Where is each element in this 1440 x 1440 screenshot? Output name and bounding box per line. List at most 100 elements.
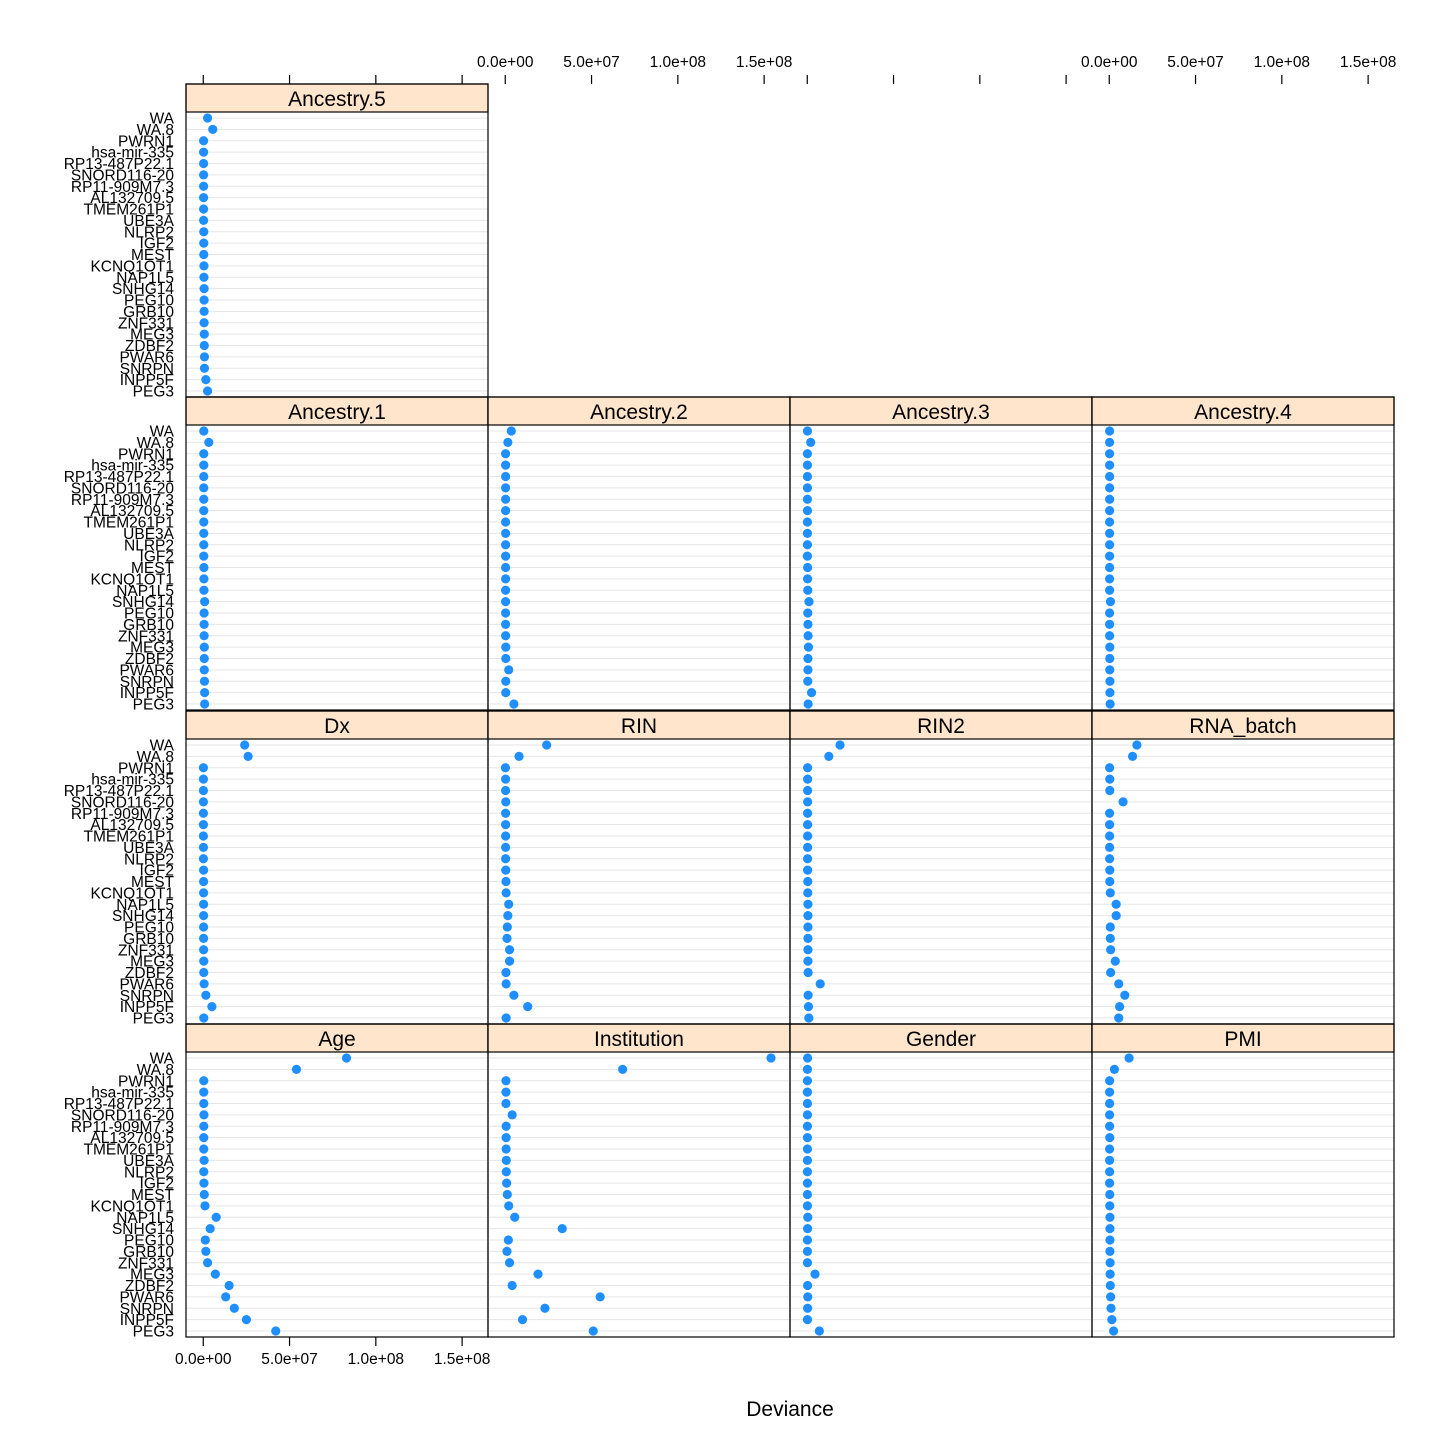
- gene-label: PWRN1: [118, 1073, 174, 1090]
- data-point: [211, 1212, 221, 1222]
- gene-label: PEG3: [133, 1324, 174, 1341]
- data-point: [199, 1133, 209, 1143]
- data-point: [199, 574, 209, 584]
- data-point: [199, 888, 209, 898]
- data-point: [501, 494, 511, 504]
- data-point: [504, 1258, 515, 1268]
- data-point: [501, 865, 511, 875]
- gene-label: PWRN1: [118, 446, 174, 463]
- data-point: [802, 1076, 813, 1086]
- data-point: [802, 460, 813, 470]
- data-point: [501, 540, 511, 550]
- data-point: [802, 1133, 813, 1143]
- data-point: [1108, 1326, 1119, 1336]
- data-point: [199, 227, 209, 237]
- data-point: [199, 562, 209, 573]
- panel-strip-label: Ancestry.1: [288, 401, 386, 424]
- panel: RIN2: [789, 710, 1093, 1025]
- gene-label: SNORD116-20: [71, 167, 174, 184]
- data-point: [509, 990, 519, 1000]
- panel-strip-label: RNA_batch: [1189, 715, 1296, 738]
- data-point: [502, 1246, 512, 1256]
- gene-label: PWAR6: [119, 662, 174, 679]
- panel: RNA_batch: [1091, 710, 1395, 1025]
- data-point: [803, 699, 813, 709]
- gene-label: PEG10: [124, 1233, 174, 1250]
- gene-label: WA: [150, 738, 175, 755]
- gene-label: NAP1L5: [116, 897, 174, 914]
- data-point: [199, 642, 209, 652]
- data-point: [1118, 797, 1128, 807]
- data-point: [1105, 888, 1115, 898]
- data-point: [199, 306, 209, 316]
- data-point: [802, 494, 813, 504]
- data-point: [1105, 1121, 1115, 1131]
- gene-label: PWRN1: [118, 760, 174, 777]
- data-point: [1105, 785, 1115, 796]
- data-point: [803, 1292, 813, 1302]
- data-point: [199, 204, 209, 214]
- data-point: [803, 562, 813, 573]
- data-point: [1132, 740, 1142, 750]
- data-point: [501, 967, 511, 978]
- gene-label: PWRN1: [118, 133, 174, 150]
- x-axis-title: Deviance: [746, 1398, 834, 1421]
- data-point: [501, 1098, 511, 1109]
- gene-label: MEST: [131, 1187, 175, 1204]
- data-point: [1105, 820, 1115, 830]
- data-point: [199, 460, 209, 470]
- data-point: [802, 1121, 813, 1131]
- data-point: [199, 528, 209, 538]
- data-point: [1105, 688, 1115, 698]
- data-point: [1105, 1144, 1115, 1154]
- gene-label: RP11-909M7.3: [71, 806, 174, 823]
- data-point: [199, 945, 209, 955]
- data-point: [501, 608, 511, 618]
- data-point: [501, 774, 511, 784]
- gene-label: PEG3: [133, 1011, 174, 1028]
- gene-label: PEG3: [133, 384, 174, 401]
- panel: PMI: [1091, 1023, 1395, 1338]
- data-point: [803, 631, 813, 641]
- data-point: [501, 506, 511, 516]
- data-point: [1105, 699, 1115, 709]
- data-point: [199, 619, 209, 629]
- data-point: [803, 820, 813, 830]
- data-point: [1105, 619, 1115, 629]
- gene-label: TMEM261P1: [84, 1142, 174, 1159]
- data-point: [803, 774, 813, 784]
- data-point: [1105, 922, 1115, 932]
- data-point: [802, 1178, 813, 1188]
- data-point: [802, 449, 813, 459]
- data-point: [806, 688, 817, 698]
- gene-label: MEST: [131, 247, 175, 264]
- gene-label: RP13-487P22.1: [64, 783, 174, 800]
- data-point: [229, 1303, 239, 1313]
- data-point: [199, 585, 209, 595]
- data-point: [803, 1002, 814, 1012]
- data-point: [803, 797, 813, 807]
- data-point: [501, 653, 511, 664]
- data-point: [1105, 642, 1115, 652]
- gene-label: UBE3A: [123, 1153, 174, 1170]
- data-point: [1105, 449, 1115, 459]
- data-point: [501, 676, 511, 686]
- data-point: [802, 1167, 813, 1177]
- data-point: [199, 483, 209, 493]
- panel-frame: [1091, 710, 1395, 1025]
- data-point: [210, 1269, 220, 1279]
- data-point: [803, 945, 813, 955]
- gene-label: MEG3: [130, 327, 174, 344]
- data-point: [199, 471, 209, 482]
- gene-label: IGF2: [140, 549, 174, 566]
- data-point: [509, 699, 519, 709]
- gene-label: SNRPN: [120, 361, 174, 378]
- gene-label: GRB10: [123, 931, 174, 948]
- data-point: [803, 888, 813, 898]
- x-axis-ticks: [202, 75, 463, 84]
- data-point: [199, 506, 209, 516]
- gene-label: hsa-mir-335: [91, 772, 174, 789]
- data-point: [503, 1235, 513, 1245]
- data-point: [802, 551, 813, 561]
- data-point: [1105, 517, 1115, 527]
